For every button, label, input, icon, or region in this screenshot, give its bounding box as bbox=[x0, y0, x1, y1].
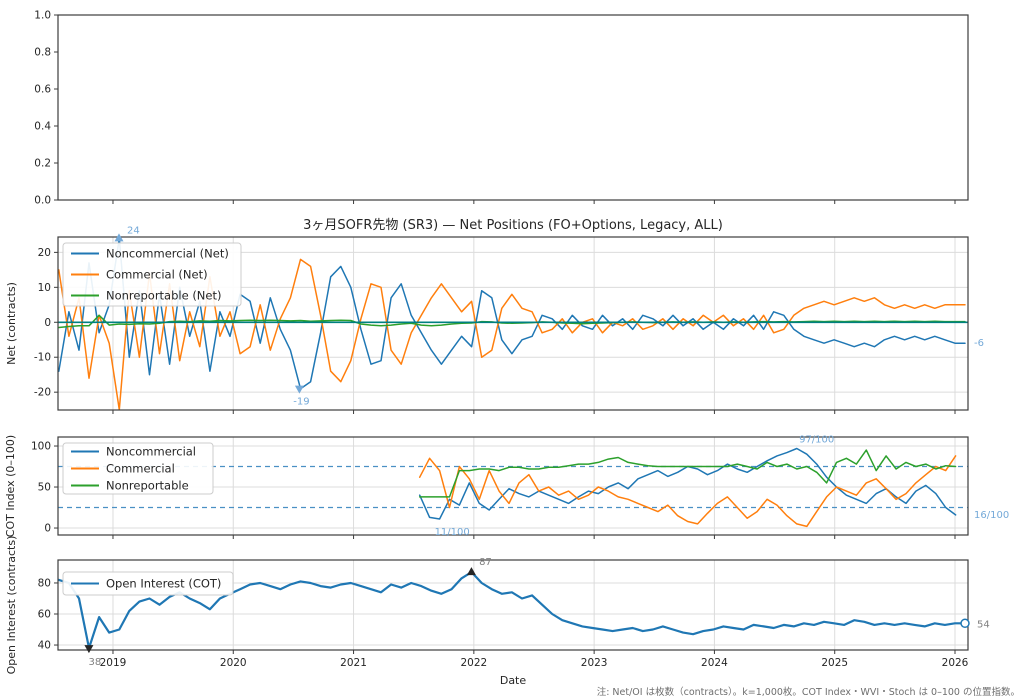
legend-label: Noncommercial (Net) bbox=[106, 246, 229, 260]
axes-spine bbox=[57, 236, 969, 411]
legend-label: Commercial bbox=[106, 461, 175, 475]
y-axis-label: Open Interest (contracts) bbox=[5, 536, 18, 675]
legend-label: Nonreportable (Net) bbox=[106, 288, 221, 302]
trough-marker bbox=[294, 385, 304, 394]
peak-marker bbox=[466, 567, 476, 576]
y-tick-label: 0 bbox=[44, 317, 51, 329]
series-group bbox=[58, 570, 967, 650]
legend-label: Open Interest (COT) bbox=[106, 576, 221, 590]
trough-marker bbox=[84, 645, 94, 654]
legend: Open Interest (COT) bbox=[62, 571, 234, 596]
annotation: 24 bbox=[127, 225, 140, 236]
y-tick-label: 80 bbox=[38, 577, 51, 589]
series-commercial bbox=[418, 455, 957, 528]
legend: Noncommercial Commercial Nonreportable bbox=[62, 442, 214, 495]
legend-box bbox=[62, 571, 234, 596]
series-open-interest-cot- bbox=[58, 570, 967, 650]
axes-spine bbox=[57, 436, 969, 536]
x-tick-label: 2023 bbox=[581, 657, 608, 669]
x-tick-label: 2022 bbox=[460, 657, 487, 669]
x-tick-label: 2025 bbox=[821, 657, 848, 669]
series-noncommercial-net- bbox=[58, 237, 966, 390]
y-tick-label: 60 bbox=[38, 609, 51, 621]
footnote: 注: Net/OI は枚数（contracts）。k=1,000枚。COT In… bbox=[596, 687, 1020, 698]
y-tick-label: 0.4 bbox=[34, 121, 51, 133]
x-tick-label: 2019 bbox=[100, 657, 127, 669]
legend: Noncommercial (Net) Commercial (Net) Nonre… bbox=[62, 242, 242, 307]
x-axis-label: Date bbox=[499, 674, 527, 687]
x-tick-label: 2024 bbox=[701, 657, 728, 669]
legend-label: Nonreportable bbox=[106, 478, 189, 492]
y-tick-label: 0.6 bbox=[34, 84, 51, 96]
y-tick-label: 100 bbox=[31, 441, 51, 453]
axes-spine bbox=[57, 14, 969, 201]
y-tick-label: -10 bbox=[34, 352, 51, 364]
y-tick-label: 50 bbox=[38, 482, 51, 494]
chart-title: 3ヶ月SOFR先物 (SR3) — Net Positions (FO+Opti… bbox=[303, 218, 723, 233]
series-group bbox=[418, 447, 957, 528]
legend-label: Commercial (Net) bbox=[106, 267, 208, 281]
chart-c4: 2019 2020 2021 2022 2023 2024 2025 2026 40 60 80 Op… bbox=[5, 536, 990, 675]
y-axis-label: COT Index (0–100) bbox=[4, 435, 17, 537]
chart-c1: 0.0 0.2 0.4 0.6 0.8 1.0 bbox=[34, 10, 969, 207]
y-tick-label: 40 bbox=[38, 640, 51, 652]
y-tick-label: 0.0 bbox=[34, 195, 51, 207]
series-noncommercial bbox=[418, 447, 957, 520]
peak-marker bbox=[114, 233, 124, 242]
annotation: 97/100 bbox=[799, 434, 834, 445]
annotation: 16/100 bbox=[974, 510, 1009, 521]
series-nonreportable bbox=[418, 449, 957, 498]
y-tick-label: 10 bbox=[38, 282, 51, 294]
annotation: 11/100 bbox=[435, 527, 470, 538]
y-tick-label: 0.8 bbox=[34, 47, 51, 59]
annotation: -19 bbox=[293, 397, 309, 408]
annotation: 54 bbox=[977, 619, 990, 630]
chart-c2: -20 -10 0 10 20 3ヶ月SOFR先物 (SR3) — Net Positio… bbox=[5, 218, 984, 414]
x-tick-label: 2020 bbox=[220, 657, 247, 669]
chart-c3: 0 50 100 COT Index (0–100) 97/100 11/100 16/10… bbox=[4, 434, 1009, 539]
annotation: -6 bbox=[974, 338, 984, 349]
x-tick-label: 2021 bbox=[340, 657, 367, 669]
legend-box bbox=[62, 442, 214, 495]
y-tick-label: 1.0 bbox=[34, 10, 51, 22]
legend-box bbox=[62, 242, 242, 307]
y-tick-label: 0.2 bbox=[34, 158, 51, 170]
series-nonreportable-net- bbox=[58, 314, 966, 329]
annotation: 38 bbox=[89, 657, 102, 668]
y-tick-label: -20 bbox=[34, 387, 51, 399]
y-tick-label: 20 bbox=[38, 247, 51, 259]
endpoint-marker bbox=[960, 618, 970, 629]
y-axis-label: Net (contracts) bbox=[5, 282, 18, 365]
legend-label: Noncommercial bbox=[106, 444, 196, 458]
annotation: 87 bbox=[479, 557, 492, 568]
y-tick-label: 0 bbox=[44, 523, 51, 535]
axes-spine bbox=[57, 559, 969, 651]
x-tick-label: 2026 bbox=[942, 657, 969, 669]
